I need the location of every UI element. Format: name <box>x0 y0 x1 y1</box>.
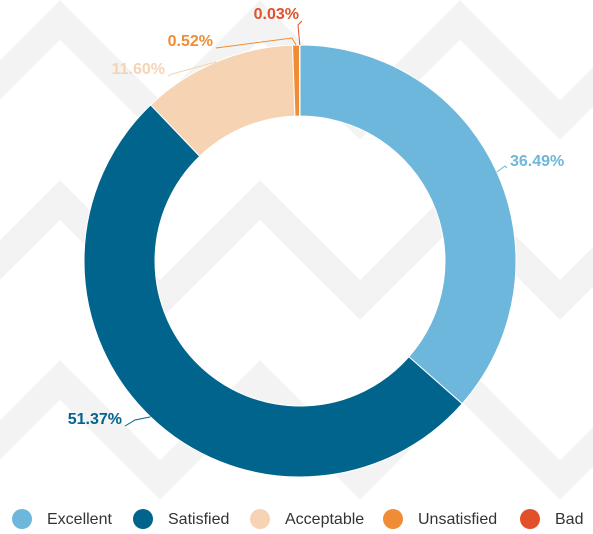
legend-label: Bad <box>555 511 583 528</box>
value-label: 0.52% <box>168 33 213 50</box>
legend-label: Excellent <box>47 511 112 528</box>
legend-marker <box>133 509 153 529</box>
legend-label: Satisfied <box>168 511 229 528</box>
donut-segment <box>299 44 517 405</box>
legend-label: Acceptable <box>285 511 364 528</box>
legend-marker <box>12 509 32 529</box>
value-label: 0.03% <box>254 6 299 23</box>
legend-marker <box>250 509 270 529</box>
leader-line <box>297 20 303 46</box>
donut-segment <box>83 104 463 478</box>
value-label: 11.60% <box>112 61 165 78</box>
leader-line <box>124 416 151 427</box>
legend-marker <box>383 509 403 529</box>
leader-line <box>496 165 508 173</box>
value-label: 36.49% <box>510 153 564 170</box>
legend-marker <box>520 509 540 529</box>
legend-label: Unsatisfied <box>418 511 497 528</box>
value-label: 51.37% <box>68 411 122 428</box>
leader-line <box>167 61 217 77</box>
leader-line <box>215 37 297 49</box>
